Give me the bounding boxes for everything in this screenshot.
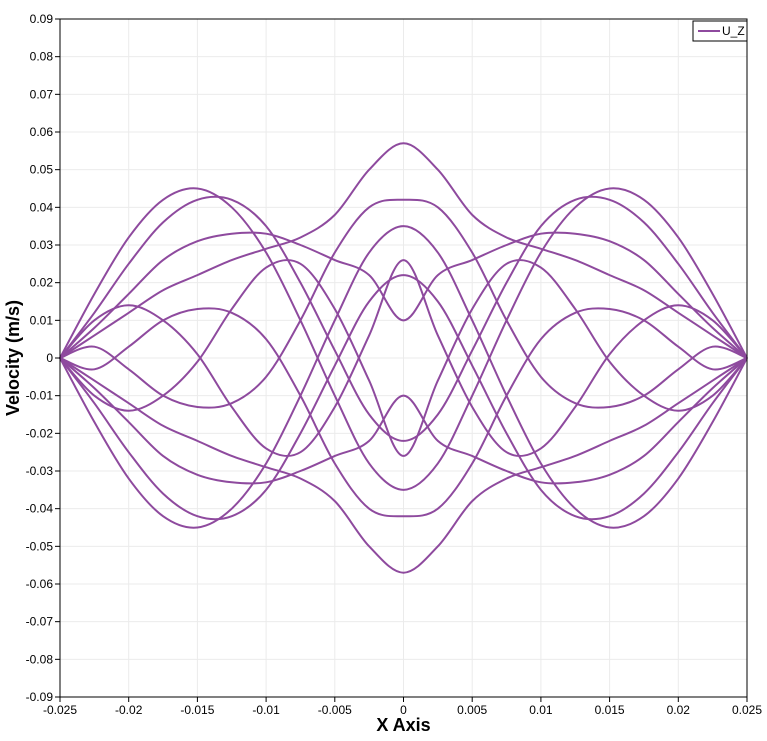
- y-tick-label-18: -0.09: [26, 690, 54, 704]
- y-tick-label-6: 0.03: [30, 238, 54, 252]
- y-tick-label-10: -0.01: [26, 389, 54, 403]
- series-line-2: [59, 195, 748, 442]
- y-tick-label-15: -0.06: [26, 577, 54, 591]
- y-axis-ticks: 0.09 0.08 0.07 0.06 0.05 0.04 0.03 0.02 0.01 0 -0.…: [26, 12, 60, 704]
- x-axis-ticks: -0.025 -0.02 -0.015 -0.01 -0.005 0 0.005 0.01 0.…: [43, 697, 762, 717]
- y-tick-label-1: 0.08: [30, 50, 54, 64]
- series-line-12: [59, 357, 748, 574]
- series-layer: [59, 142, 748, 574]
- y-tick-label-9: 0: [46, 351, 53, 365]
- series-line-4: [59, 259, 748, 457]
- x-tick-label-1: -0.02: [115, 703, 143, 717]
- y-tick-label-14: -0.05: [26, 539, 54, 553]
- series-line-8: [59, 357, 748, 485]
- x-tick-label-4: -0.005: [318, 703, 352, 717]
- x-tick-label-10: 0.025: [732, 703, 762, 717]
- x-tick-label-5: 0: [400, 703, 407, 717]
- y-tick-label-3: 0.06: [30, 125, 54, 139]
- y-axis-title: Velocity (m/s): [3, 300, 23, 416]
- x-tick-label-3: -0.01: [252, 703, 280, 717]
- x-axis-title: X Axis: [376, 715, 430, 735]
- y-tick-label-12: -0.03: [26, 464, 54, 478]
- x-tick-label-8: 0.015: [595, 703, 625, 717]
- legend-label-u-z: U_Z: [722, 24, 745, 38]
- x-tick-label-2: -0.015: [180, 703, 214, 717]
- x-tick-label-6: 0.005: [457, 703, 487, 717]
- y-tick-label-5: 0.04: [30, 200, 54, 214]
- x-tick-label-9: 0.02: [667, 703, 691, 717]
- series-line-9: [59, 259, 748, 457]
- series-line-3: [59, 231, 748, 359]
- legend[interactable]: U_Z: [692, 20, 748, 42]
- series-line-10: [59, 307, 748, 518]
- y-tick-label-13: -0.04: [26, 502, 54, 516]
- x-tick-label-7: 0.01: [529, 703, 553, 717]
- series-line-1: [59, 187, 748, 491]
- y-tick-label-0: 0.09: [30, 12, 54, 26]
- y-tick-label-4: 0.05: [30, 163, 54, 177]
- y-tick-label-16: -0.07: [26, 615, 54, 629]
- series-line-11: [59, 142, 748, 359]
- x-tick-label-0: -0.025: [43, 703, 77, 717]
- grid-lines: [59, 18, 748, 698]
- series-line-5: [59, 198, 748, 409]
- y-tick-label-17: -0.08: [26, 652, 54, 666]
- series-line-7: [59, 225, 748, 529]
- y-tick-label-11: -0.02: [26, 426, 54, 440]
- y-tick-label-8: 0.01: [30, 313, 54, 327]
- series-line-6: [59, 274, 748, 521]
- y-tick-label-2: 0.07: [30, 87, 54, 101]
- y-tick-label-7: 0.02: [30, 276, 54, 290]
